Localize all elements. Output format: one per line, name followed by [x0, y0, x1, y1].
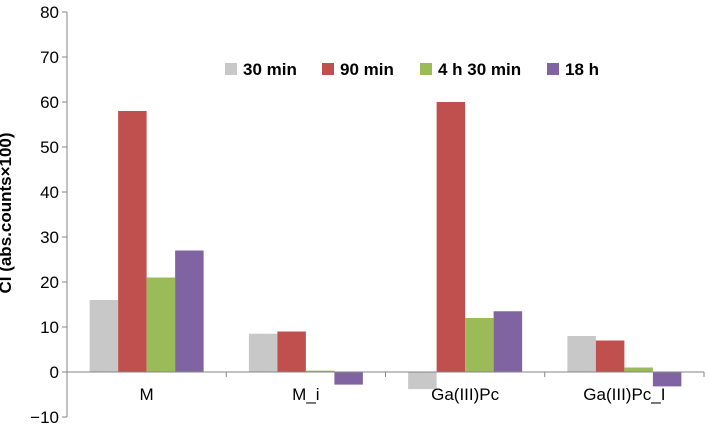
y-tick-label: 10 — [40, 318, 59, 337]
y-tick-labels: −10 0 10 20 30 40 50 60 70 80 — [30, 3, 59, 424]
bar-90-min-Ga(III)Pc_I — [595, 340, 625, 372]
axes — [62, 11, 705, 418]
bar-90-min-Ga(III)Pc — [436, 102, 466, 372]
y-axis-title: CI (abs.counts×100) — [0, 132, 15, 293]
legend-label: 4 h 30 min — [438, 60, 521, 79]
y-tick-label: 70 — [40, 48, 59, 67]
bar-4-h-30-min-M — [146, 277, 176, 372]
legend-swatch — [547, 63, 559, 75]
bar-30-min-M_i — [248, 333, 278, 372]
y-tick-label: 40 — [40, 183, 59, 202]
bar-18-h-Ga(III)Pc — [493, 311, 523, 372]
bar-90-min-M — [118, 111, 147, 372]
x-category-labels: M M_i Ga(III)Pc Ga(III)Pc_I — [140, 385, 666, 404]
bar-4-h-30-min-Ga(III)Pc — [465, 318, 494, 372]
legend-label: 90 min — [340, 60, 394, 79]
bar-18-h-M — [175, 250, 204, 372]
bar-18-h-M_i — [334, 372, 363, 385]
legend-label: 18 h — [565, 60, 599, 79]
y-tick-label: 60 — [40, 93, 59, 112]
y-tick-label: 80 — [40, 3, 59, 22]
bar-4-h-30-min-Ga(III)Pc_I — [624, 367, 653, 372]
y-tick-label: 20 — [40, 273, 59, 292]
bar-30-min-Ga(III)Pc — [408, 372, 437, 390]
legend-label: 30 min — [243, 60, 297, 79]
x-category-label: M — [140, 385, 154, 404]
x-category-label: M_i — [292, 385, 319, 404]
bars — [89, 102, 682, 390]
bar-4-h-30-min-M_i — [305, 370, 335, 372]
x-category-label: Ga(III)Pc — [431, 385, 500, 404]
y-tick-label: 50 — [40, 138, 59, 157]
y-tick-label: 30 — [40, 228, 59, 247]
bar-90-min-M_i — [277, 331, 306, 372]
legend-swatch — [225, 63, 237, 75]
y-tick-label: 0 — [50, 363, 59, 382]
x-category-label: Ga(III)Pc_I — [583, 385, 665, 404]
bar-18-h-Ga(III)Pc_I — [652, 372, 682, 387]
bar-30-min-M — [89, 300, 119, 372]
legend: 30 min 90 min 4 h 30 min 18 h — [225, 60, 599, 79]
legend-swatch — [322, 63, 334, 75]
y-tick-label: −10 — [30, 408, 59, 424]
bar-30-min-Ga(III)Pc_I — [567, 336, 596, 372]
legend-swatch — [420, 63, 432, 75]
